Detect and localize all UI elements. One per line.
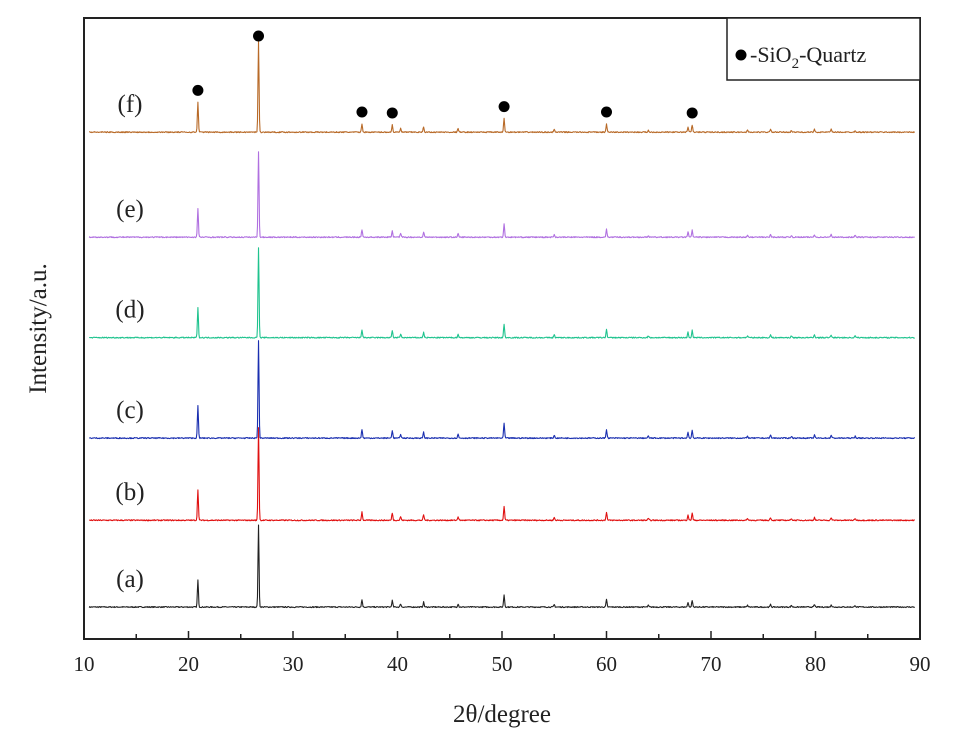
quartz-peak-marker [253, 30, 265, 42]
legend: -SiO2-Quartz [726, 17, 921, 81]
x-tick-label: 60 [596, 652, 617, 676]
legend-box [726, 17, 921, 81]
series-line-f [89, 41, 915, 134]
quartz-peak-marker [386, 107, 398, 119]
series-line-d [88, 247, 916, 339]
series-line-e [88, 151, 915, 239]
quartz-peak-marker [686, 107, 698, 119]
legend-label-subscript: 2 [792, 56, 800, 72]
series-line-c [88, 340, 916, 440]
x-tick-label: 30 [283, 652, 304, 676]
x-tick-label: 20 [178, 652, 199, 676]
series-label-e: (e) [116, 196, 144, 223]
x-tick-label: 50 [492, 652, 513, 676]
series-line-a [88, 524, 915, 609]
legend-marker [735, 49, 747, 61]
series-label-layer: (a) (b) (c) (d) (e) (f) [115, 91, 144, 593]
series-layer [88, 41, 916, 609]
series-label-c: (c) [116, 397, 144, 424]
quartz-peak-marker [498, 101, 510, 113]
legend-label-part-2: -Quartz [799, 42, 866, 67]
x-tick-label: 10 [74, 652, 95, 676]
x-axis-title: 2θ/degree [453, 701, 551, 728]
y-axis-title: Intensity/a.u. [25, 263, 52, 394]
quartz-marker-layer [192, 30, 698, 119]
quartz-peak-marker [601, 106, 612, 118]
series-line-b [88, 427, 916, 522]
x-tick-label: 80 [805, 652, 826, 676]
x-tick-layer: 10 20 30 40 50 60 70 80 90 [74, 631, 931, 676]
series-label-f: (f) [118, 91, 143, 118]
x-tick-label: 70 [701, 652, 722, 676]
legend-label: -SiO2-Quartz [750, 42, 866, 72]
quartz-peak-marker [356, 106, 368, 118]
legend-label-part-1: -SiO [750, 42, 792, 67]
series-label-d: (d) [115, 297, 144, 324]
quartz-peak-marker [192, 84, 204, 96]
x-tick-label: 40 [387, 652, 408, 676]
series-label-a: (a) [116, 566, 144, 593]
x-tick-label: 90 [910, 652, 931, 676]
series-label-b: (b) [115, 479, 144, 506]
